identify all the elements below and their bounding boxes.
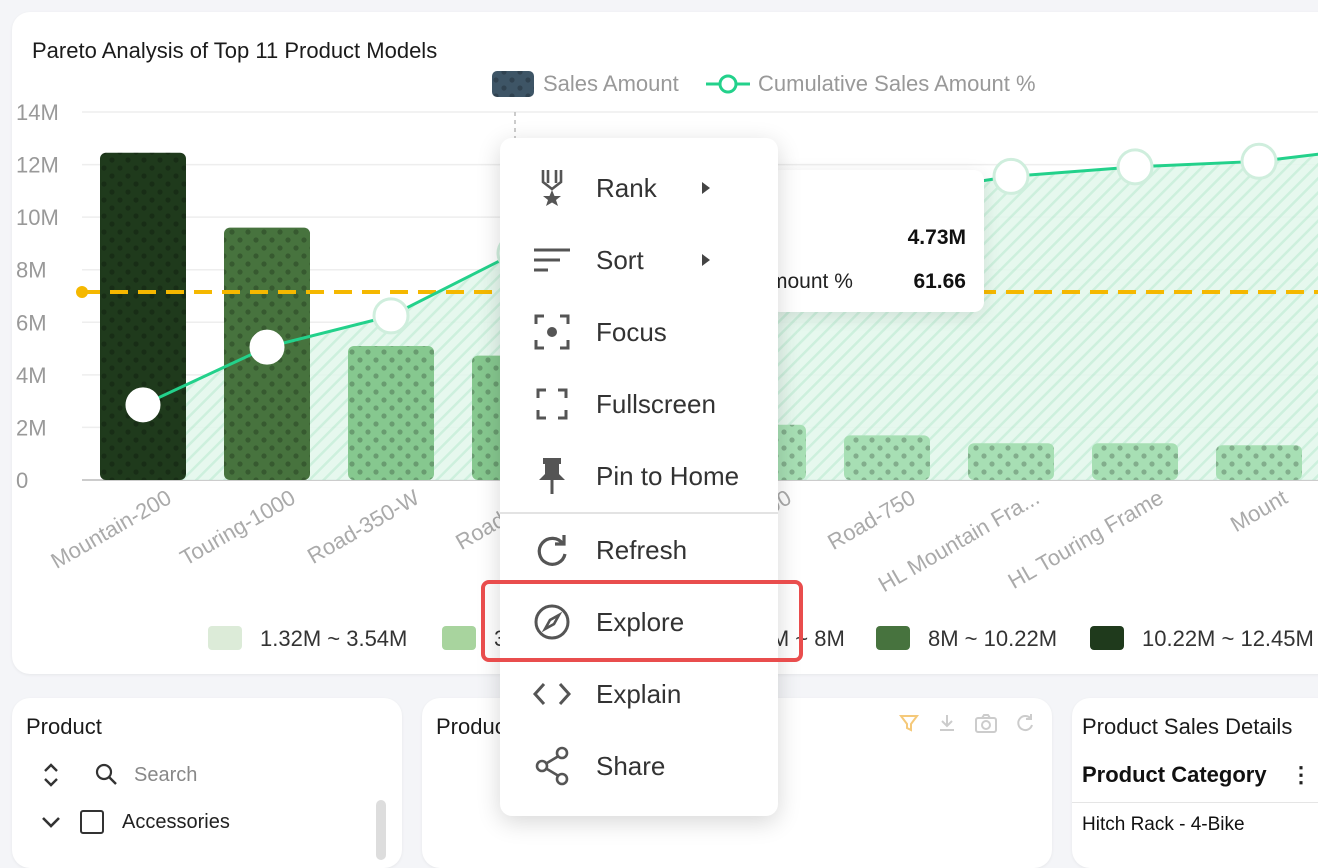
menu-item-label: Rank [596,172,657,203]
bar-pattern [1216,445,1302,480]
context-menu: Rank Sort Focus Fullscreen [500,138,778,816]
menu-item-label: Pin to Home [596,460,740,491]
bar-pattern [968,443,1054,480]
cumulative-point [249,329,285,365]
tooltip-cumulative-label: mount % [770,270,853,293]
x-tick-label: Mount [1226,485,1291,537]
search-row: Search [40,760,197,790]
cumulative-point [992,157,1030,195]
menu-item-explore[interactable]: Explore [500,592,778,652]
bar-pattern [100,152,186,480]
table-cell: Hitch Rack - 4-Bike [1082,814,1245,835]
cumulative-point [1116,148,1154,186]
y-tick-label: 2M [16,415,47,440]
color-range-swatch [208,626,242,650]
tooltip-cumulative-value: 61.66 [913,270,966,293]
menu-item-label: Explore [596,606,685,637]
bar-pattern [1092,443,1178,480]
tree-item-accessories[interactable]: Accessories [40,810,230,834]
chart-tooltip: 4.73M mount % 61.66 [770,170,984,312]
product-filter-panel: Product Search Accessories [12,698,402,868]
x-tick-label: Touring-1000 [176,485,300,571]
tooltip-row-sales: 4.73M [770,226,966,250]
scrollbar-thumb[interactable] [376,800,386,860]
menu-item-label: Sort [596,244,644,275]
legend-sales-label: Sales Amount [543,71,679,96]
threshold-marker [76,286,88,298]
y-tick-label: 14M [16,100,59,125]
legend-sales-pattern [492,71,534,97]
submenu-arrow-icon [702,182,710,194]
color-range-swatch [876,626,910,650]
color-range-label: 10.22M ~ 12.45M [1142,626,1314,651]
medal-icon [532,168,572,208]
color-range-label: 1.32M ~ 3.54M [260,626,407,651]
cumulative-point [125,387,161,423]
share-icon [532,746,572,786]
fullscreen-icon [532,384,572,424]
refresh-icon [532,530,572,570]
search-input[interactable]: Search [134,763,198,786]
chart-title: Pareto Analysis of Top 11 Product Models [32,38,438,63]
menu-item-refresh[interactable]: Refresh [500,520,778,580]
menu-item-pin-to-home[interactable]: Pin to Home [500,446,778,506]
sort-icon [532,240,572,280]
cumulative-point [372,297,410,335]
menu-item-explain[interactable]: Explain [500,664,778,724]
pin-icon [532,456,572,496]
tooltip-row-cumulative: mount % 61.66 [770,270,966,294]
accessories-checkbox[interactable] [80,810,104,834]
menu-item-label: Share [596,750,666,781]
menu-divider [500,512,778,514]
compass-icon [532,602,572,642]
menu-item-rank[interactable]: Rank [500,158,778,218]
tooltip-sales-value: 4.73M [907,226,966,249]
menu-item-focus[interactable]: Focus [500,302,778,362]
y-tick-label: 12M [16,153,59,178]
bar-pattern [844,435,930,480]
expand-collapse-icon[interactable] [40,760,62,790]
column-menu-icon[interactable]: ⋮ [1290,762,1312,787]
y-tick-label: 10M [16,205,59,230]
tree-item-label: Accessories [122,810,230,833]
search-icon [95,763,117,785]
chevron-down-icon[interactable] [40,814,62,830]
focus-icon [532,312,572,352]
code-icon [532,674,572,714]
details-panel-title: Product Sales Details [1082,714,1293,739]
refresh-icon[interactable] [1014,712,1036,734]
product2-panel-title: Produc [436,714,506,739]
menu-item-label: Focus [596,316,667,347]
download-icon[interactable] [936,712,958,734]
y-tick-label: 0 [16,468,28,493]
x-tick-label: Road-750 [823,485,919,555]
x-tick-label: Mountain-200 [46,485,175,574]
menu-item-share[interactable]: Share [500,736,778,796]
x-tick-label: Road-350-W [303,485,424,569]
color-range-swatch [442,626,476,650]
legend-line-label: Cumulative Sales Amount % [758,71,1036,96]
y-tick-label: 8M [16,258,47,283]
cumulative-point [1240,142,1278,180]
y-tick-label: 4M [16,363,47,388]
filter-icon[interactable] [898,712,920,734]
color-range-label: 8M ~ 10.22M [928,626,1057,651]
product-sales-details-panel: Product Sales Details Product Category ⋮… [1072,698,1318,868]
menu-item-label: Refresh [596,534,688,565]
menu-item-label: Fullscreen [596,388,716,419]
color-range-swatch [1090,626,1124,650]
submenu-arrow-icon [702,254,710,266]
panel-toolbar [898,712,1036,734]
y-tick-label: 6M [16,310,47,335]
header-divider [1072,802,1318,803]
menu-item-sort[interactable]: Sort [500,230,778,290]
column-header-product-category[interactable]: Product Category [1082,762,1267,787]
product-panel-title: Product [26,714,102,739]
menu-item-label: Explain [596,678,682,709]
bar-pattern [348,345,434,480]
menu-item-fullscreen[interactable]: Fullscreen [500,374,778,434]
camera-icon[interactable] [974,712,998,734]
legend-line-marker [718,74,738,94]
